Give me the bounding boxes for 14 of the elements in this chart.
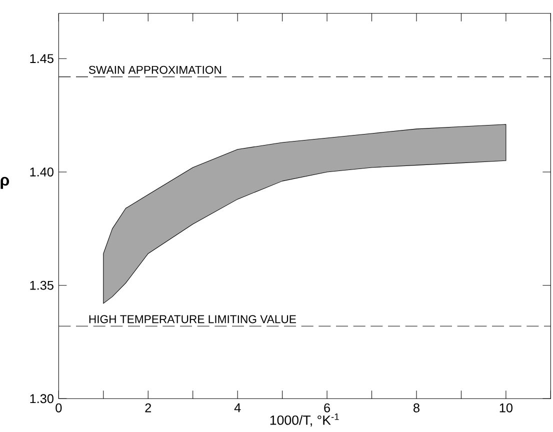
y-tick-label: 1.30: [30, 394, 54, 404]
ref-line-label: HIGH TEMPERATURE LIMITING VALUE: [89, 315, 296, 324]
ref-line-label: SWAIN APPROXIMATION: [88, 66, 222, 74]
x-tick-label: 10: [500, 403, 512, 412]
x-tick-label: 2: [145, 403, 152, 412]
x-tick-label: 8: [414, 403, 420, 412]
x-axis-title: 1000/T, °K$^{-1}$: [270, 414, 339, 426]
y-tick-label: 1.40: [30, 168, 54, 176]
y-axis-title: ρ: [0, 176, 10, 189]
x-tick-label: 4: [234, 403, 241, 412]
x-tick-label: 6: [324, 403, 330, 412]
y-tick-label: 1.35: [30, 280, 54, 290]
x-tick-label: 0: [56, 403, 62, 412]
y-tick-label: 1.45: [30, 54, 54, 64]
